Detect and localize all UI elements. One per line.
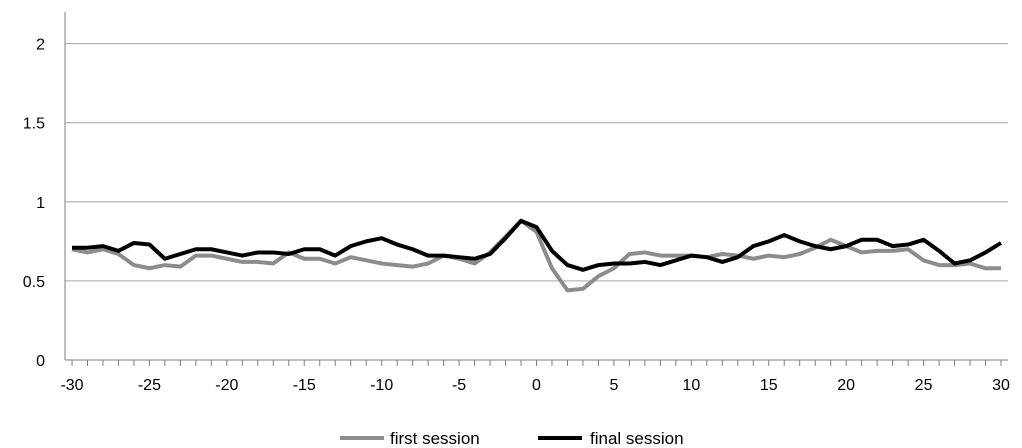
y-tick-label: 0 [36,353,45,370]
series-line-first-session [71,218,1001,293]
x-tick-label: 10 [682,377,700,394]
legend-label-first-session: first session [390,429,480,448]
x-tick-label: 20 [837,377,855,394]
gridlines [65,43,1008,282]
y-axis: 0 0.5 1 1.5 2 [23,12,66,370]
series-line-final-session [72,218,1003,272]
legend-label-final-session: final session [590,429,684,448]
series-layer [71,218,1003,293]
x-axis: -30 -25 -20 -15 -10 -5 0 5 10 15 20 25 30 [60,359,1010,394]
x-tick-label: 25 [915,377,933,394]
x-tick-label: -15 [293,377,316,394]
y-tick-label: 1.5 [23,116,45,133]
x-tick-label: -30 [60,377,83,394]
x-tick-label: 30 [992,377,1010,394]
y-tick-label: 0.5 [23,274,45,291]
y-tick-label: 2 [36,37,45,54]
x-tick-label: -5 [452,377,466,394]
y-tick-label: 1 [36,195,45,212]
x-tick-label: 15 [760,377,778,394]
x-tick-label: -25 [138,377,161,394]
legend: first session final session [340,429,684,448]
x-tick-label: 0 [532,377,541,394]
x-tick-label: 5 [609,377,618,394]
x-tick-label: -20 [215,377,238,394]
x-tick-label: -10 [370,377,393,394]
